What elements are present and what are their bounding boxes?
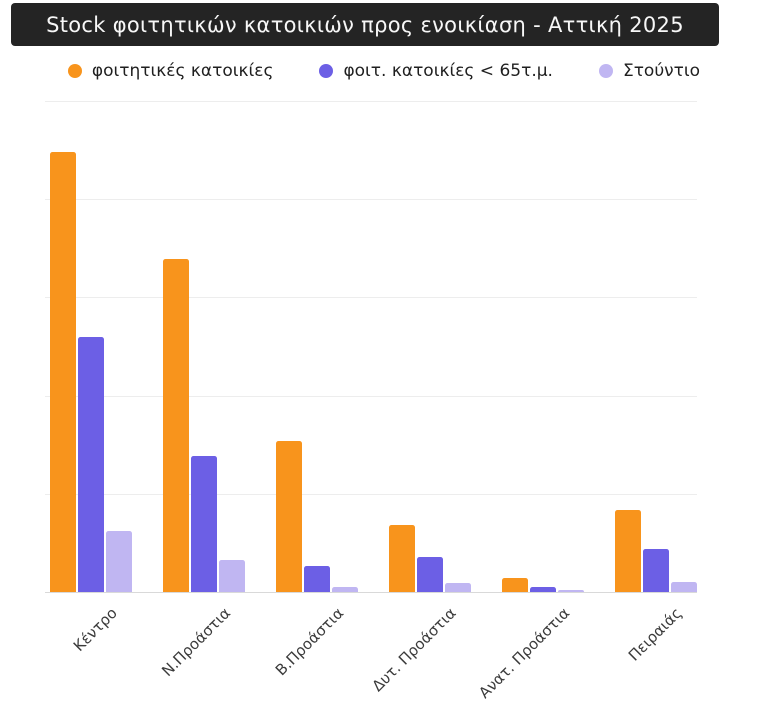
- x-axis-label: Β.Προάστια: [271, 604, 347, 680]
- bar: [332, 587, 358, 592]
- bar: [219, 560, 245, 592]
- bar-group: [389, 101, 471, 592]
- bar: [304, 565, 330, 592]
- bar-group: [50, 101, 132, 592]
- x-axis-labels: Κέντρο Ν.Προάστια Β.Προάστια Δυτ. Προάστια Α…: [45, 592, 697, 710]
- bar: [530, 587, 556, 592]
- x-axis-category: Ν.Προάστια: [158, 592, 245, 710]
- x-axis-category: Ανατ. Προάστια: [475, 592, 584, 710]
- gridline: [45, 493, 697, 495]
- gridline: [45, 101, 697, 102]
- bar: [445, 583, 471, 592]
- legend-label: φοιτητικές κατοικίες: [91, 61, 274, 81]
- legend-label: φοιτ. κατοικίες < 65τ.μ.: [343, 61, 553, 81]
- x-axis-label: Πειραιάς: [625, 604, 686, 665]
- circle-dot-icon: [319, 64, 334, 78]
- plot-area: [45, 101, 697, 593]
- x-axis-category: Πειραιάς: [615, 592, 697, 710]
- circle-dot-icon: [67, 64, 82, 78]
- bar-group: [502, 101, 584, 592]
- circle-dot-icon: [598, 64, 613, 78]
- bar-group: [163, 101, 245, 592]
- x-axis-label: Ανατ. Προάστια: [474, 604, 573, 702]
- bar-group: [615, 101, 697, 592]
- bar: [50, 152, 76, 592]
- bar: [78, 337, 104, 592]
- bar: [389, 525, 415, 592]
- x-axis-line: [45, 592, 697, 593]
- bar: [671, 582, 697, 592]
- x-axis-label: Κέντρο: [69, 604, 121, 655]
- bar: [276, 440, 302, 592]
- legend-item: Στούντιο: [598, 61, 701, 81]
- bar: [163, 259, 189, 592]
- bar-group: [276, 101, 358, 592]
- legend-item: φοιτ. κατοικίες < 65τ.μ.: [319, 61, 553, 81]
- x-axis-category: Δυτ. Προάστια: [369, 592, 471, 710]
- x-axis-category: Κέντρο: [50, 592, 132, 710]
- chart-title-bar: Stock φοιτητικών κατοικιών προς ενοικίασ…: [11, 3, 719, 46]
- legend-item: φοιτητικές κατοικίες: [67, 61, 274, 81]
- gridline: [45, 199, 697, 201]
- x-axis-label: Ν.Προάστια: [157, 604, 234, 680]
- legend-label: Στούντιο: [622, 61, 701, 81]
- bar: [643, 548, 669, 592]
- gridline: [45, 297, 697, 299]
- x-axis-label: Δυτ. Προάστια: [368, 604, 460, 696]
- bar: [191, 456, 217, 592]
- bar: [417, 557, 443, 592]
- x-axis-category: Β.Προάστια: [271, 592, 358, 710]
- legend: φοιτητικές κατοικίες φοιτ. κατοικίες < 65…: [0, 58, 768, 84]
- bar: [502, 577, 528, 592]
- gridline: [45, 395, 697, 397]
- bars-layer: [45, 101, 697, 592]
- bar: [106, 531, 132, 592]
- bar: [558, 589, 584, 592]
- chart-title: Stock φοιτητικών κατοικιών προς ενοικίασ…: [46, 12, 684, 37]
- bar: [615, 510, 641, 592]
